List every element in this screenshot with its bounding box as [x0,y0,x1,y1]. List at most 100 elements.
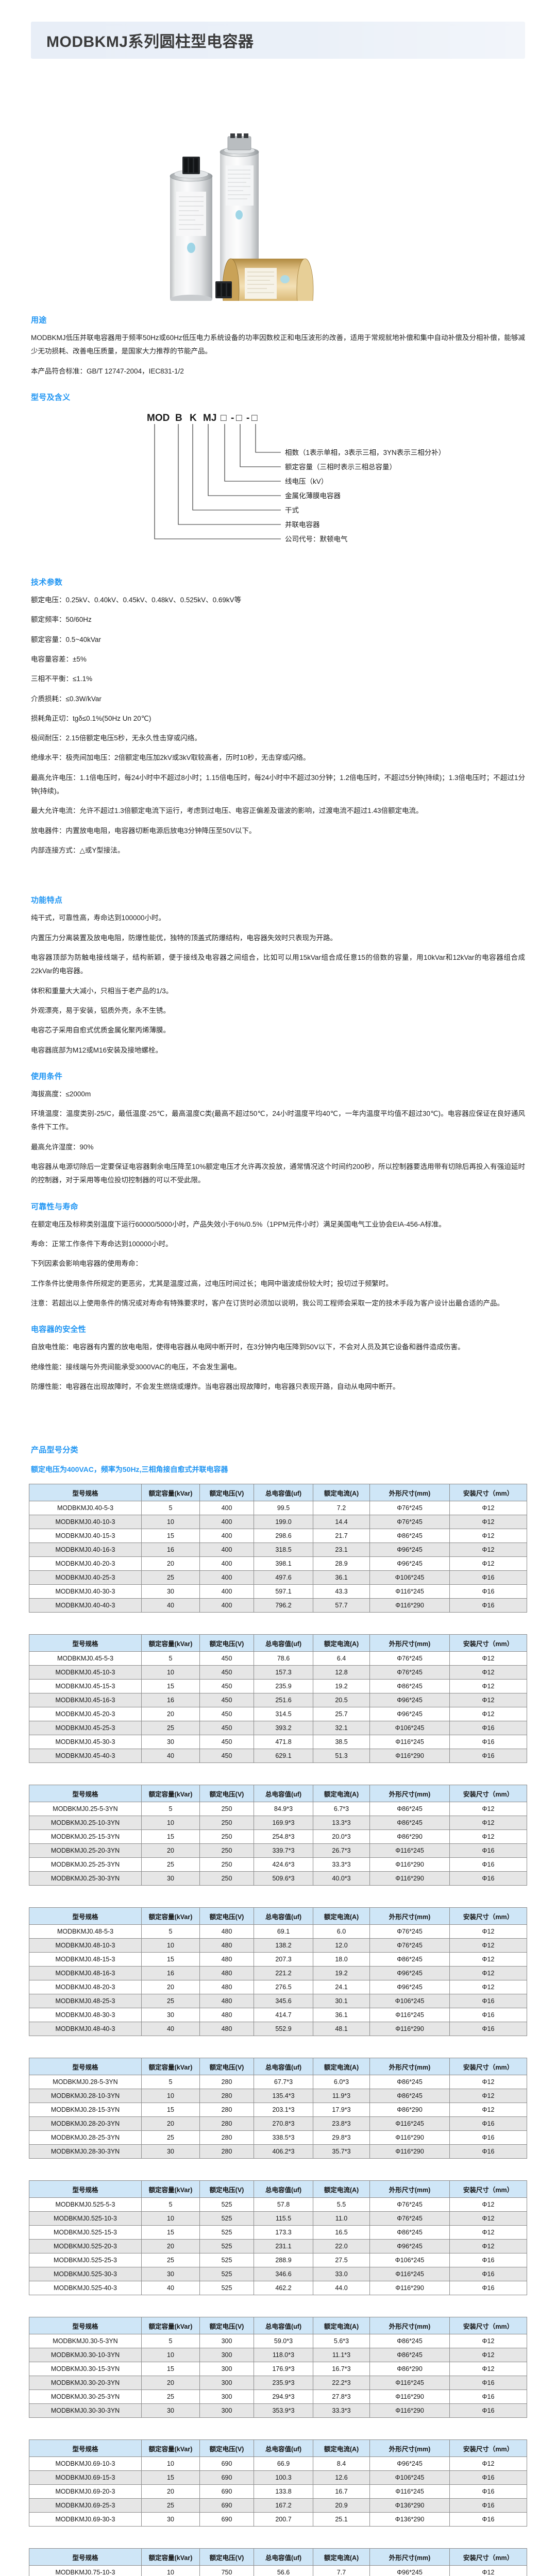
data-cell: 318.5 [254,1543,313,1557]
table-row: MODBKMJ0.48-16-3 16 480 221.2 19.2 Φ96*245 Φ12 [29,1966,527,1981]
spec-table: 型号规格 额定容量(kVar) 额定电压(V) 总电容值(uf) 额定电流(A) 外形尺寸… [29,2548,527,2576]
data-cell: 10 [141,2089,200,2104]
data-cell: Φ12 [449,2075,527,2090]
data-cell: 22.0 [313,2239,370,2254]
table-row: MODBKMJ0.69-10-3 10 690 66.9 8.4 Φ96*245 Φ12 [29,2456,527,2471]
data-cell: Φ16 [449,1871,527,1886]
column-header: 型号规格 [29,2439,142,2458]
data-cell: Φ12 [449,2103,527,2117]
data-cell: 525 [199,2197,254,2212]
data-cell: 25 [141,1994,200,2009]
model-cell: MODBKMJ0.525-30-3 [29,2267,142,2282]
data-cell: Φ116*245 [369,2008,450,2023]
data-cell: Φ76*245 [369,1501,450,1516]
data-cell: Φ12 [449,1802,527,1817]
column-header: 型号规格 [29,2180,142,2198]
table-row: MODBKMJ0.25-5-3YN 5 250 84.9*3 6.7*3 Φ86*245 Φ… [29,1802,527,1817]
features-heading: 功能特点 [31,896,63,905]
data-cell: Φ12 [449,1693,527,1708]
data-cell: Φ12 [449,2197,527,2212]
data-cell: 20.9 [313,2498,370,2513]
data-cell: 294.9*3 [254,2389,313,2404]
table-row: MODBKMJ0.525-30-3 30 525 346.6 33.0 Φ116*245 Φ… [29,2267,527,2282]
data-cell: Φ16 [449,1843,527,1858]
code-slot-2: □ [236,413,242,423]
data-cell: Φ106*245 [369,1994,450,2009]
data-cell: Φ116*290 [369,1857,450,1872]
table-row: MODBKMJ0.525-20-3 20 525 231.1 22.0 Φ96*245 Φ1… [29,2239,527,2254]
condition-item: 海拔高度：≤2000m [31,1090,91,1098]
data-cell: 133.8 [254,2484,313,2499]
data-cell: 51.3 [313,1749,370,1764]
table-row: MODBKMJ0.40-40-3 40 400 796.2 57.7 Φ116*290 Φ1… [29,1598,527,1613]
data-cell: 497.6 [254,1570,313,1585]
spec-table: 型号规格 额定容量(kVar) 额定电压(V) 总电容值(uf) 额定电流(A) 外形尺寸… [29,2180,527,2296]
column-header: 外形尺寸(mm) [369,2058,450,2076]
data-cell: 298.6 [254,1529,313,1544]
model-cell: MODBKMJ0.48-5-3 [29,1924,142,1939]
data-cell: 25 [141,1570,200,1585]
data-cell: 400 [199,1529,254,1544]
column-header: 总电容值(uf) [254,1907,313,1925]
section-tech-params: 技术参数 额定电压：0.25kV、0.40kV、0.45kV、0.48kV、0.… [0,577,556,857]
data-cell: Φ12 [449,1679,527,1694]
column-header: 安装尺寸（mm） [449,1484,527,1502]
data-cell: Φ12 [449,2239,527,2254]
data-cell: Φ12 [449,1966,527,1981]
data-cell: 59.0*3 [254,2334,313,2349]
tech-item: 介质损耗：≤0.3W/kVar [31,694,102,703]
data-cell: 345.6 [254,1994,313,2009]
data-cell: 21.7 [313,1529,370,1544]
column-header: 额定容量(kVar) [141,2439,200,2458]
model-cell: MODBKMJ0.25-5-3YN [29,1802,142,1817]
data-cell: 23.8*3 [313,2116,370,2131]
data-cell: 450 [199,1749,254,1764]
data-cell: 11.9*3 [313,2089,370,2104]
data-cell: 100.3 [254,2470,313,2485]
data-cell: 25 [141,1721,200,1736]
column-header: 外形尺寸(mm) [369,1634,450,1652]
data-cell: 525 [199,2225,254,2240]
table-row: MODBKMJ0.45-25-3 25 450 393.2 32.1 Φ106*245 Φ1… [29,1721,527,1736]
data-cell: Φ16 [449,1570,527,1585]
table-row: MODBKMJ0.28-30-3YN 30 280 406.2*3 35.7*3 Φ116… [29,2144,527,2159]
model-cell: MODBKMJ0.525-15-3 [29,2225,142,2240]
column-header: 型号规格 [29,2058,142,2076]
legend-phase: 相数（1表示单相，3表示三相，3YN表示三相分补） [285,449,445,456]
legend-dry: 干式 [285,506,299,514]
data-cell: 8.4 [313,2456,370,2471]
column-header: 安装尺寸（mm） [449,1634,527,1652]
model-cell: MODBKMJ0.28-5-3YN [29,2075,142,2090]
column-header: 额定电压(V) [199,2058,254,2076]
usage-heading: 用途 [31,316,47,325]
data-cell: Φ16 [449,2403,527,2418]
column-header: 额定电压(V) [199,1634,254,1652]
table-row: MODBKMJ0.69-20-3 20 690 133.8 16.7 Φ116*245 Φ1… [29,2484,527,2499]
column-header: 额定容量(kVar) [141,1634,200,1652]
model-cell: MODBKMJ0.40-40-3 [29,1598,142,1613]
data-cell: Φ116*290 [369,2281,450,2296]
data-cell: 450 [199,1679,254,1694]
data-cell: 25 [141,2130,200,2145]
table-header-row: 型号规格 额定容量(kVar) 额定电压(V) 总电容值(uf) 额定电流(A) 外形尺寸… [29,1785,527,1803]
data-cell: 25 [141,2253,200,2268]
data-cell: Φ16 [449,2498,527,2513]
table-row: MODBKMJ0.45-5-3 5 450 78.6 6.4 Φ76*245 Φ12 [29,1651,527,1666]
data-cell: 40 [141,1749,200,1764]
legend-capacity: 额定容量（三相时表示三相总容量） [285,463,396,471]
table-row: MODBKMJ0.525-40-3 40 525 462.2 44.0 Φ116*290 Φ… [29,2281,527,2296]
column-header: 额定容量(kVar) [141,2180,200,2198]
tech-item: 损耗角正切：tgδ≤0.1%(50Hz Un 20℃) [31,714,151,722]
data-cell: 43.3 [313,1584,370,1599]
data-cell: 221.2 [254,1966,313,1981]
data-cell: 20 [141,2484,200,2499]
spec-table: 型号规格 额定容量(kVar) 额定电压(V) 总电容值(uf) 额定电流(A) 外形尺寸… [29,1907,527,2037]
spec-table: 型号规格 额定容量(kVar) 额定电压(V) 总电容值(uf) 额定电流(A) 外形尺寸… [29,1484,527,1613]
column-header: 额定容量(kVar) [141,1785,200,1803]
model-cell: MODBKMJ0.28-30-3YN [29,2144,142,2159]
data-cell: 14.4 [313,1515,370,1530]
data-cell: 15 [141,2225,200,2240]
data-cell: 525 [199,2211,254,2226]
data-cell: Φ16 [449,1857,527,1872]
data-cell: 346.6 [254,2267,313,2282]
